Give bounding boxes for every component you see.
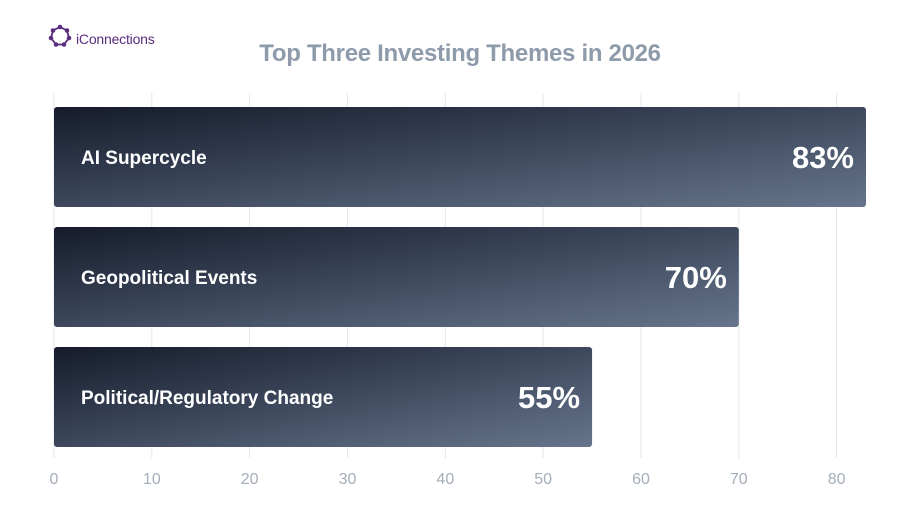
bar-category-label: Geopolitical Events (81, 268, 257, 289)
bar-political-regulatory-change (54, 347, 593, 447)
bar-value-label: 55% (518, 380, 580, 415)
x-tick-label-80: 80 (828, 471, 846, 488)
brand-name: iConnections (76, 30, 155, 47)
brand-logo: iConnections (48, 24, 155, 53)
x-tick-label-50: 50 (534, 471, 552, 488)
x-tick-label-70: 70 (730, 471, 748, 488)
bar-ai-supercycle (54, 107, 866, 207)
x-tick-label-0: 0 (50, 471, 59, 488)
x-tick-label-10: 10 (143, 471, 161, 488)
x-tick-label-20: 20 (241, 471, 259, 488)
x-tick-label-60: 60 (632, 471, 650, 488)
iconnections-logo-icon (48, 24, 72, 53)
bar-category-label: Political/Regulatory Change (81, 388, 333, 409)
bar-geopolitical-events (54, 227, 739, 327)
x-tick-label-30: 30 (339, 471, 357, 488)
bar-value-label: 83% (792, 140, 854, 175)
bar-category-label: AI Supercycle (81, 148, 207, 169)
x-tick-label-40: 40 (436, 471, 454, 488)
bar-value-label: 70% (665, 260, 727, 295)
chart-title: Top Three Investing Themes in 2026 (259, 40, 661, 67)
